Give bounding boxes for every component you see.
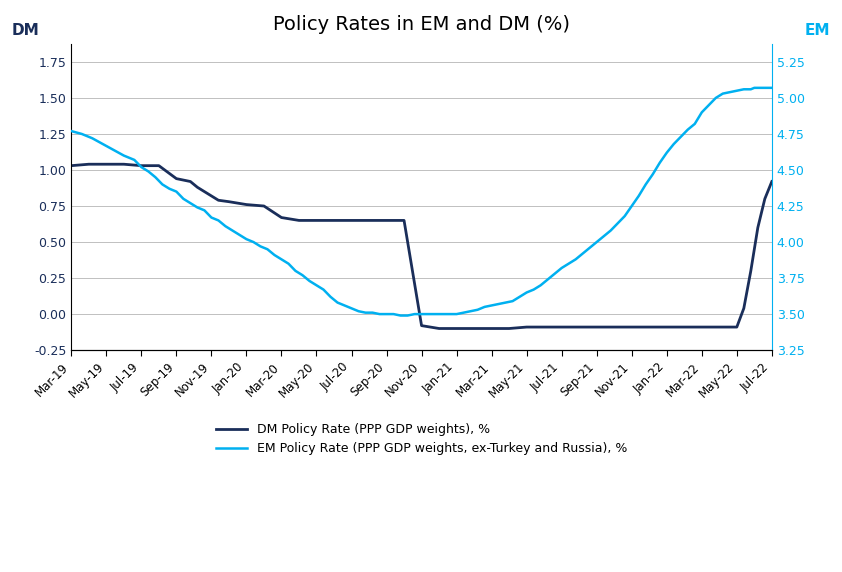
Text: DM: DM bbox=[12, 23, 40, 38]
Legend: DM Policy Rate (PPP GDP weights), %, EM Policy Rate (PPP GDP weights, ex-Turkey : DM Policy Rate (PPP GDP weights), %, EM … bbox=[210, 418, 632, 460]
Title: Policy Rates in EM and DM (%): Policy Rates in EM and DM (%) bbox=[273, 15, 570, 34]
Text: EM: EM bbox=[805, 23, 830, 38]
